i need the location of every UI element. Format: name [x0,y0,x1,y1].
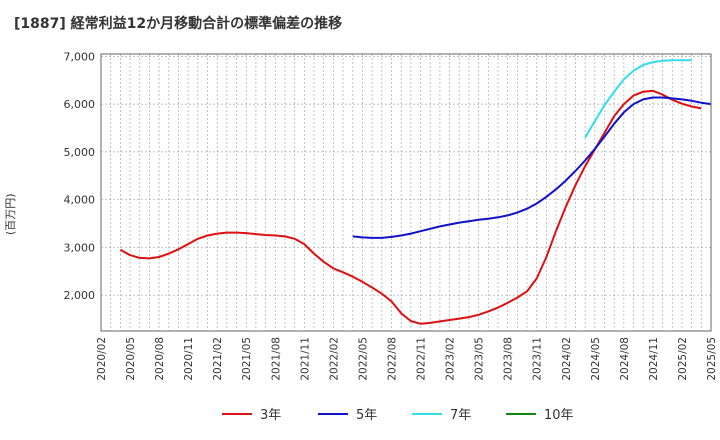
y-tick-label: 2,000 [64,289,96,302]
x-tick-label: 2022/11 [416,337,428,381]
legend-swatch-7y [412,412,442,415]
chart-title: [1887] 経常利益12か月移動合計の標準偏差の推移 [14,16,343,32]
legend-label-10y: 10年 [544,408,574,423]
x-tick-label: 2023/08 [503,337,515,381]
series-lines [119,59,712,325]
legend-label-3y: 3年 [260,408,282,423]
x-tick-label: 2020/11 [183,337,195,381]
series-line-0 [119,89,702,325]
x-tick-label: 2024/11 [648,337,660,381]
x-ticks: 2020/02 2020/05 2020/08 2020/11 2021/02 2021/… [96,337,718,381]
x-tick-label: 2020/05 [125,337,137,381]
legend-swatch-5y [318,412,348,415]
x-tick-label: 2020/08 [154,337,166,381]
x-tick-label: 2025/05 [706,337,718,381]
x-tick-label: 2024/02 [561,337,573,381]
legend-item-5y: 5年 [318,404,377,423]
grid [101,54,711,331]
legend-item-10y: 10年 [506,404,574,423]
legend-item-7y: 7年 [412,404,471,423]
y-tick-label: 6,000 [64,98,96,111]
y-tick-label: 7,000 [64,50,96,63]
x-tick-label: 2022/05 [357,337,369,381]
legend-swatch-3y [222,412,252,415]
legend: 3年 5年 7年 10年 [0,404,720,426]
x-tick-label: 2022/02 [328,337,340,381]
x-tick-label: 2021/02 [212,337,224,381]
x-tick-label: 2024/05 [590,337,602,381]
x-tick-label: 2021/05 [241,337,253,381]
y-tick-label: 5,000 [64,146,96,159]
x-tick-label: 2022/08 [386,337,398,381]
x-tick-label: 2021/08 [270,337,282,381]
legend-swatch-10y [506,412,536,415]
x-tick-label: 2021/11 [299,337,311,381]
x-tick-label: 2023/05 [474,337,486,381]
legend-label-5y: 5年 [356,408,378,423]
x-tick-label: 2023/02 [445,337,457,381]
x-tick-label: 2025/02 [677,337,689,381]
plot-frame [100,53,712,332]
legend-item-3y: 3年 [222,404,281,423]
x-tick-label: 2020/02 [96,337,108,381]
x-tick-label: 2023/11 [532,337,544,381]
legend-label-7y: 7年 [450,408,472,423]
y-ticks: 2,000 3,000 4,000 5,000 6,000 7,000 [64,50,96,302]
series-line-2 [584,59,692,139]
y-tick-label: 4,000 [64,194,96,207]
y-tick-label: 3,000 [64,241,96,254]
x-tick-label: 2024/08 [619,337,631,381]
series-line-1 [352,96,712,239]
